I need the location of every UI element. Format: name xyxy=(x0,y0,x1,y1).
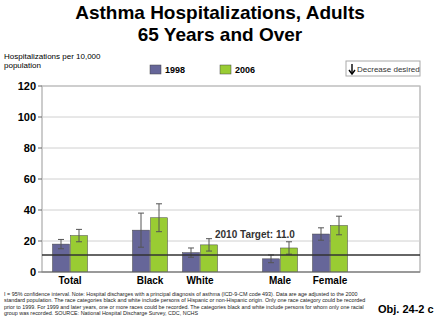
tick-label: 0 xyxy=(30,266,36,278)
chart: 0 20 40 60 80 100 120 2010 Target: 11.0 Total Bla… xyxy=(0,0,440,330)
tick-label: 40 xyxy=(24,204,36,216)
target-line xyxy=(42,254,420,256)
error-stem xyxy=(209,239,210,251)
category-label: Male xyxy=(269,275,292,286)
target-label: 2010 Target: 11.0 xyxy=(215,229,295,240)
error-bar xyxy=(286,242,292,254)
tick-label: 60 xyxy=(24,173,36,185)
error-bar xyxy=(268,255,274,263)
tick xyxy=(38,117,42,118)
footnote: I = 95% confidence interval. Note: Hospi… xyxy=(4,291,372,316)
error-bar xyxy=(336,216,342,235)
error-cap xyxy=(286,241,292,242)
bar xyxy=(53,244,70,272)
category-label: Total xyxy=(58,275,81,286)
error-bar xyxy=(76,229,82,241)
tick xyxy=(38,272,42,273)
error-cap xyxy=(58,239,64,240)
goal-note: Decrease desired xyxy=(357,65,420,74)
tick xyxy=(38,241,42,242)
error-cap xyxy=(58,248,64,249)
x-axis xyxy=(42,272,420,273)
goal-arrowhead xyxy=(349,70,355,74)
error-cap xyxy=(138,213,144,214)
error-stem xyxy=(289,242,290,254)
goal-box xyxy=(346,61,420,76)
error-stem xyxy=(339,216,340,235)
tick-label: 20 xyxy=(24,235,36,247)
category-label: White xyxy=(186,275,214,286)
tick-label: 120 xyxy=(18,80,36,92)
error-bar xyxy=(58,239,64,248)
tick-label: 100 xyxy=(18,111,36,123)
error-cap xyxy=(206,238,212,239)
error-cap xyxy=(188,257,194,258)
grid-line xyxy=(42,179,420,180)
error-cap xyxy=(206,251,212,252)
error-stem xyxy=(61,239,62,248)
error-bar xyxy=(156,204,162,232)
error-cap xyxy=(318,240,324,241)
objective: Obj. 24-2 c xyxy=(378,303,434,315)
grid-line xyxy=(42,272,420,273)
legend-label: 2006 xyxy=(235,65,255,75)
tick-label: 80 xyxy=(24,142,36,154)
error-bar xyxy=(206,239,212,251)
y-label: Hospitalizations per 10,000 population xyxy=(4,52,104,70)
grid-line xyxy=(42,241,420,242)
error-cap xyxy=(138,247,144,248)
error-bar xyxy=(318,228,324,240)
error-cap xyxy=(188,247,194,248)
tick xyxy=(38,148,42,149)
tick xyxy=(38,86,42,87)
tick xyxy=(38,210,42,211)
legend-label: 1998 xyxy=(165,65,185,75)
bars xyxy=(42,204,420,272)
error-cap xyxy=(336,216,342,217)
goal-arrow xyxy=(351,64,352,73)
grid-line xyxy=(42,210,420,211)
error-stem xyxy=(141,213,142,247)
grid-line xyxy=(42,86,420,87)
grid-line xyxy=(42,117,420,118)
error-bar xyxy=(138,213,144,247)
error-stem xyxy=(191,248,192,257)
category-label: Black xyxy=(137,275,164,286)
error-cap xyxy=(268,262,274,263)
error-stem xyxy=(79,229,80,241)
title: Asthma Hospitalizations, Adults 65 Years… xyxy=(70,2,370,46)
error-cap xyxy=(336,234,342,235)
error-cap xyxy=(76,241,82,242)
error-cap xyxy=(156,203,162,204)
error-stem xyxy=(271,255,272,263)
tick xyxy=(38,179,42,180)
legend-swatch xyxy=(220,65,231,74)
error-cap xyxy=(76,229,82,230)
plot-frame xyxy=(42,86,420,272)
category-label: Female xyxy=(313,275,348,286)
grid-line xyxy=(42,148,420,149)
error-bar xyxy=(188,248,194,257)
error-stem xyxy=(159,204,160,232)
legend-swatch xyxy=(150,65,161,74)
error-cap xyxy=(318,227,324,228)
error-stem xyxy=(321,228,322,240)
error-cap xyxy=(156,231,162,232)
